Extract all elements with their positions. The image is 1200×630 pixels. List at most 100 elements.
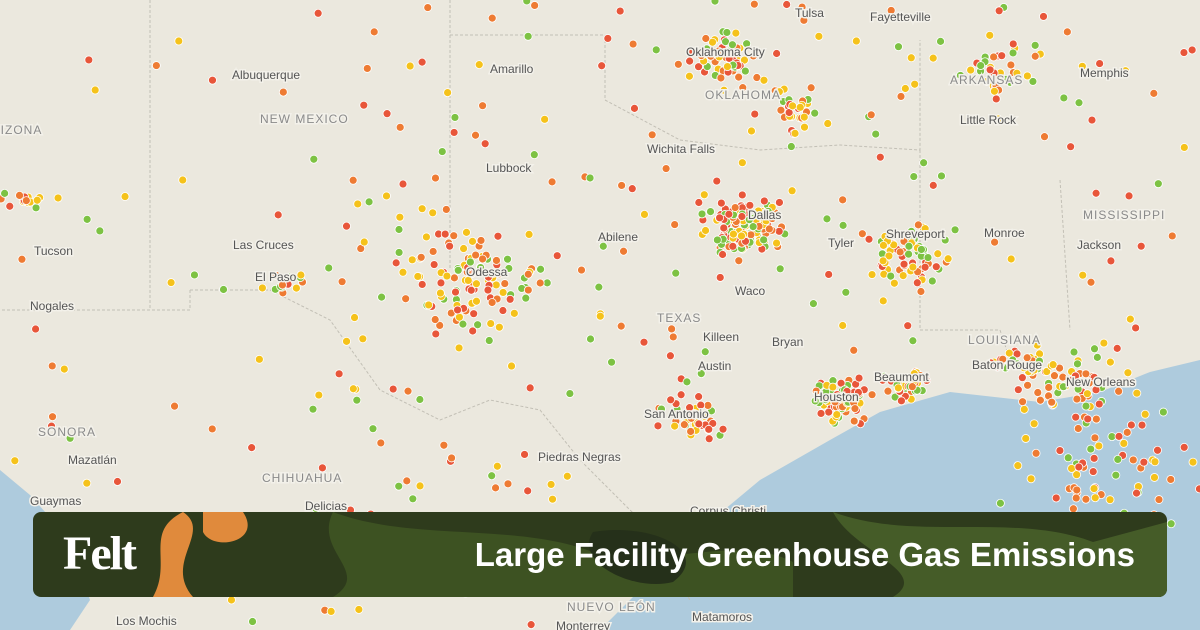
facility-marker: [523, 285, 533, 295]
facility-marker: [423, 3, 433, 12]
facility-marker: [82, 478, 92, 488]
brand-logo: Felt: [63, 527, 137, 580]
facility-marker: [526, 620, 536, 630]
facility-marker: [577, 265, 586, 275]
facility-marker: [436, 288, 445, 298]
facility-marker: [714, 46, 723, 56]
facility-marker: [616, 321, 626, 331]
facility-marker: [540, 114, 550, 124]
facility-marker: [824, 270, 834, 279]
facility-marker: [759, 75, 769, 85]
facility-marker: [284, 272, 294, 282]
facility-marker: [439, 440, 449, 450]
facility-marker: [890, 392, 900, 402]
facility-marker: [704, 434, 714, 444]
facility-marker: [617, 181, 627, 190]
facility-marker: [900, 84, 910, 93]
facility-marker: [1062, 27, 1072, 37]
city-label: Memphis: [1080, 66, 1129, 80]
facility-marker: [523, 269, 533, 279]
facility-marker: [774, 226, 784, 236]
facility-marker: [520, 450, 529, 459]
facility-marker: [1073, 359, 1082, 369]
facility-marker: [494, 322, 504, 332]
facility-marker: [910, 79, 920, 89]
facility-marker: [484, 336, 494, 345]
facility-marker: [292, 283, 301, 293]
facility-marker: [530, 1, 540, 10]
border: [190, 289, 691, 601]
facility-marker: [84, 55, 94, 65]
facility-marker: [1086, 444, 1096, 454]
facility-marker: [1121, 66, 1130, 76]
facility-marker: [628, 39, 638, 49]
facility-marker: [912, 278, 922, 288]
facility-marker: [670, 220, 680, 229]
facility-marker: [462, 227, 471, 237]
facility-marker: [1139, 457, 1149, 467]
facility-marker: [1026, 474, 1036, 484]
facility-marker: [364, 197, 374, 207]
facility-marker: [219, 285, 228, 294]
facility-marker: [1044, 383, 1054, 392]
facility-marker: [1082, 389, 1092, 399]
facility-marker: [1017, 373, 1027, 383]
facility-marker: [1029, 365, 1039, 375]
facility-marker: [1071, 412, 1081, 422]
facility-marker: [450, 113, 460, 122]
facility-marker: [190, 270, 199, 280]
facility-marker: [1188, 457, 1198, 467]
facility-marker: [810, 396, 820, 406]
facility-marker: [280, 241, 290, 251]
facility-marker: [985, 65, 995, 75]
facility-marker: [775, 264, 785, 274]
facility-marker: [1086, 277, 1096, 287]
facility-marker: [208, 75, 217, 85]
facility-marker: [362, 64, 372, 73]
facility-marker: [59, 364, 69, 374]
facility-marker: [1019, 363, 1029, 373]
facility-marker: [478, 101, 487, 111]
city-label: Oklahoma City: [686, 45, 765, 59]
facility-marker: [5, 201, 15, 211]
facility-marker: [1033, 388, 1043, 397]
title: Large Facility Greenhouse Gas Emissions: [474, 536, 1135, 573]
facility-marker: [449, 231, 459, 241]
facility-marker: [483, 285, 493, 295]
facility-marker: [786, 142, 796, 151]
city-label: Delicias: [305, 499, 347, 513]
facility-marker: [1137, 420, 1147, 430]
facility-marker: [15, 191, 24, 200]
facility-marker: [607, 357, 616, 367]
facility-marker: [1111, 470, 1121, 480]
border: [0, 290, 191, 311]
facility-marker: [248, 617, 257, 626]
facility-marker: [748, 222, 758, 232]
facility-marker: [849, 416, 859, 426]
facility-marker: [247, 443, 257, 453]
city-label: Guaymas: [30, 494, 81, 508]
facility-marker: [842, 386, 852, 396]
facility-marker: [1114, 386, 1124, 396]
facility-marker: [359, 100, 369, 110]
facility-marker: [851, 36, 861, 46]
facility-marker: [728, 241, 738, 251]
facility-marker: [764, 224, 774, 234]
facility-marker: [1091, 188, 1101, 198]
facility-marker: [227, 595, 236, 605]
facility-marker: [353, 199, 363, 209]
facility-marker: [582, 601, 592, 611]
facility-marker: [799, 15, 809, 25]
facility-marker: [737, 212, 747, 221]
facility-marker: [522, 0, 532, 6]
facility-marker: [524, 230, 534, 239]
facility-marker: [710, 0, 720, 6]
facility-marker: [734, 256, 744, 266]
facility-marker: [1040, 132, 1049, 142]
facility-marker: [1153, 445, 1162, 455]
facility-marker: [407, 255, 417, 265]
camo-blob: [203, 512, 248, 543]
facility-marker: [170, 401, 179, 411]
facility-marker: [1089, 484, 1099, 493]
facility-marker: [493, 231, 503, 241]
